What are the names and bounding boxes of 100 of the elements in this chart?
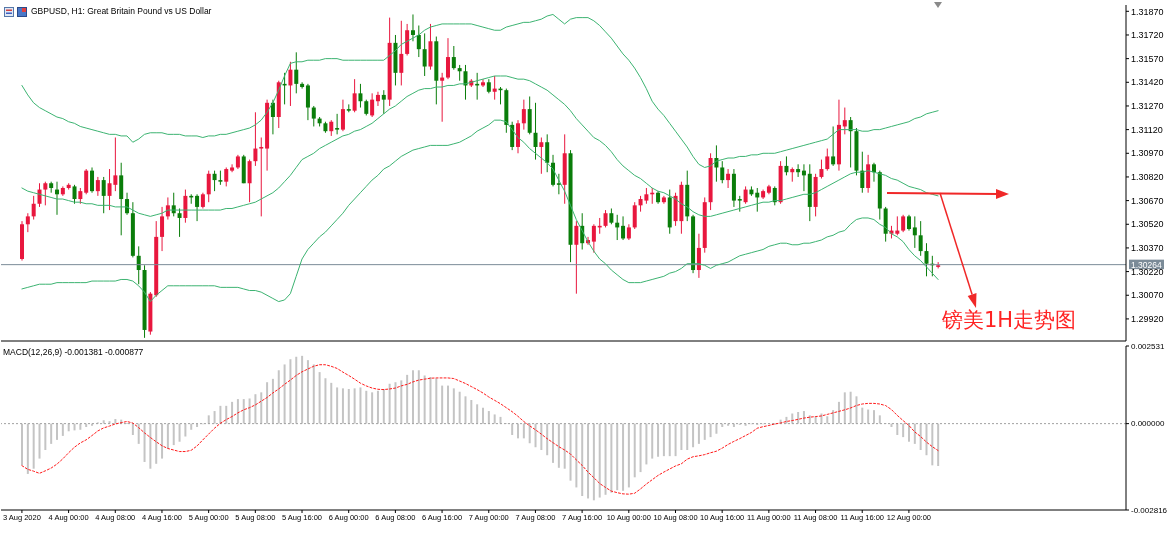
candlestick (370, 92, 375, 118)
bar (225, 405, 228, 424)
bar (517, 423, 520, 439)
chart-title: MACD(12,26,9) -0.001381 -0.000877 (3, 347, 144, 358)
bar (254, 394, 257, 424)
bar (365, 390, 368, 424)
candlestick (195, 193, 200, 222)
candlestick (259, 137, 264, 217)
candlestick (912, 215, 917, 249)
bar (435, 378, 438, 424)
bar (336, 387, 339, 424)
bar (709, 423, 712, 438)
bar (353, 388, 356, 424)
candlestick (358, 83, 363, 109)
bar (633, 423, 636, 478)
candlestick (848, 116, 853, 168)
bar (581, 423, 584, 497)
candlestick (492, 75, 497, 101)
bar (458, 391, 461, 424)
bar (271, 378, 274, 424)
candlestick (399, 20, 404, 86)
candlestick (895, 215, 900, 236)
bar (855, 396, 858, 424)
bar (697, 423, 700, 444)
bar (487, 411, 490, 424)
bar (797, 411, 800, 424)
candlestick (726, 168, 731, 189)
bar (26, 423, 29, 474)
bar (610, 423, 613, 493)
bar (843, 392, 846, 424)
candlestick (831, 125, 836, 167)
bar (38, 423, 41, 459)
candlestick (31, 195, 36, 221)
bar (143, 423, 146, 462)
candlestick (72, 184, 77, 205)
bar (837, 401, 840, 424)
bar (347, 388, 350, 424)
bar (692, 423, 695, 448)
bar (919, 423, 922, 451)
candlestick (375, 91, 380, 107)
bar (627, 423, 630, 488)
candlestick (842, 107, 847, 135)
bar (149, 423, 152, 469)
bar (324, 378, 327, 424)
candlestick (632, 201, 637, 230)
candlestick (696, 233, 701, 279)
bar (137, 423, 140, 444)
candlestick (84, 168, 89, 195)
bar (931, 423, 934, 466)
bar (452, 388, 455, 424)
candlestick (25, 212, 30, 233)
candlestick (340, 99, 345, 132)
candlestick (288, 61, 293, 107)
bar (61, 423, 64, 436)
candlestick (551, 154, 556, 187)
y-tick-label: 1.31570 (1131, 53, 1164, 64)
candlestick (247, 159, 252, 203)
candlestick (405, 23, 410, 56)
candlestick (335, 113, 340, 135)
candlestick (300, 81, 305, 90)
candlestick (90, 166, 95, 194)
line-series (21, 119, 939, 303)
bar (546, 423, 549, 456)
candlestick (305, 83, 310, 121)
candlestick (101, 176, 106, 214)
candlestick (784, 155, 789, 176)
bar (639, 423, 642, 473)
candlestick (521, 99, 526, 131)
bar (44, 423, 47, 451)
bar (341, 388, 344, 424)
bar (482, 407, 484, 424)
bar (376, 390, 379, 424)
y-tick-label: 1.30820 (1131, 172, 1164, 183)
bar (318, 372, 321, 424)
candlestick (212, 170, 217, 192)
bar (131, 423, 134, 435)
candlestick (270, 99, 275, 135)
bar (674, 423, 677, 457)
bar (680, 423, 683, 451)
candlestick (516, 119, 521, 154)
bar (359, 387, 362, 424)
candlestick (381, 89, 386, 115)
bar (400, 380, 403, 424)
candlestick (183, 189, 188, 224)
y-tick-label: 1.31870 (1131, 6, 1164, 17)
candlestick (556, 173, 561, 195)
line-series (21, 364, 939, 495)
bar (190, 423, 193, 430)
candlestick (866, 154, 871, 194)
bar (493, 414, 496, 424)
bar (703, 423, 706, 440)
chart-title: GBPUSD, H1: Great Britain Pound vs US Dollar (31, 6, 212, 17)
candlestick (422, 32, 427, 77)
bar (213, 411, 216, 424)
candlestick (591, 223, 596, 254)
bar (423, 375, 426, 424)
bar (67, 423, 70, 432)
bar (21, 423, 23, 466)
bar (662, 423, 665, 457)
candlestick (860, 151, 865, 194)
